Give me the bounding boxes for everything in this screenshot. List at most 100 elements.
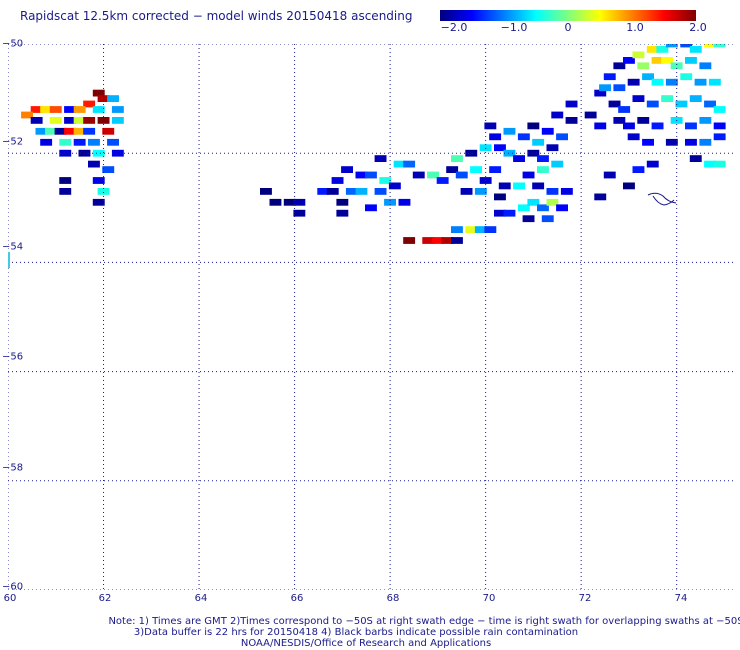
wind-cell [680, 44, 693, 48]
wind-cell [59, 177, 72, 184]
wind-cell [49, 117, 62, 124]
wind-cell [613, 84, 626, 92]
wind-cell [73, 117, 86, 124]
wind-cell [73, 138, 86, 146]
wind-cell [107, 95, 119, 102]
wind-cell [489, 133, 502, 141]
wind-cell [40, 138, 53, 146]
wind-cell [704, 100, 716, 108]
wind-cell [92, 149, 105, 157]
wind-cell [341, 166, 353, 173]
wind-cell [560, 188, 573, 195]
wind-cell [59, 188, 72, 195]
wind-cell [422, 237, 435, 244]
wind-cell [713, 160, 726, 168]
footnote-line-3: NOAA/NESDIS/Office of Research and Appli… [240, 638, 492, 649]
wind-cell [293, 209, 306, 217]
wind-cell [608, 100, 621, 108]
wind-cell [470, 166, 482, 173]
wind-cell [532, 138, 545, 146]
wind-cell [92, 106, 105, 113]
wind-cell [541, 127, 554, 135]
x-tick-label: 66 [290, 593, 304, 604]
y-tick-label: −56 [2, 351, 24, 363]
wind-cell [513, 155, 525, 162]
wind-cell [403, 237, 416, 244]
colorbar-tick-label: 1.0 [626, 21, 644, 34]
wind-cell [260, 188, 272, 195]
wind-cell [713, 44, 726, 48]
wind-cell [537, 155, 549, 162]
wind-cell [694, 78, 707, 86]
wind-cell [532, 182, 545, 190]
wind-cell [45, 127, 57, 135]
wind-cell [699, 138, 712, 146]
wind-cell [537, 166, 549, 173]
wind-cell [661, 95, 674, 102]
wind-cell [513, 182, 525, 190]
wind-cell [97, 95, 110, 102]
wind-cell [565, 100, 578, 108]
colorbar [440, 10, 696, 21]
wind-cell [627, 133, 640, 141]
wind-cell [527, 122, 540, 130]
wind-cell [556, 204, 568, 212]
map-svg [8, 44, 734, 590]
wind-cell [92, 177, 105, 184]
wind-cell [632, 166, 645, 173]
x-tick-label: 62 [98, 593, 112, 604]
wind-cell [398, 198, 411, 206]
y-tick-label: −60 [2, 581, 24, 593]
x-tick-label: 72 [578, 593, 592, 604]
wind-cell [546, 188, 559, 195]
wind-cell [293, 198, 306, 206]
wind-cell [355, 171, 368, 179]
wind-cell [474, 226, 487, 233]
wind-cell [665, 44, 678, 48]
wind-cell [646, 46, 659, 53]
wind-cell [527, 198, 540, 206]
wind-cell [546, 144, 559, 152]
wind-cell [30, 117, 43, 124]
wind-cell [102, 166, 115, 173]
wind-cell [541, 215, 554, 223]
wind-cell [623, 182, 635, 190]
wind-cell [21, 111, 33, 119]
wind-cell [632, 51, 645, 59]
wind-cell [704, 44, 716, 48]
wind-cell [97, 188, 110, 195]
wind-cell [713, 122, 726, 130]
y-tick-label: −50 [2, 38, 24, 50]
wind-cell [107, 138, 119, 146]
wind-cell [627, 78, 640, 86]
wind-cell [708, 78, 721, 86]
wind-cell [451, 155, 463, 162]
wind-cell [431, 237, 444, 244]
wind-cell [111, 117, 124, 124]
x-tick-label: 70 [482, 593, 496, 604]
wind-cell [537, 204, 549, 212]
wind-cell [465, 149, 478, 157]
y-tick-label: −54 [2, 241, 24, 253]
wind-cell [522, 171, 535, 179]
wind-cell [379, 177, 392, 184]
wind-cell [623, 57, 635, 64]
colorbar-tick-label: −1.0 [500, 21, 528, 34]
wind-cell [651, 78, 664, 86]
wind-cell [83, 117, 96, 124]
wind-cell [503, 127, 516, 135]
wind-cell [522, 215, 535, 223]
wind-cell [111, 149, 124, 157]
wind-cell [637, 62, 650, 70]
wind-cell [551, 111, 564, 119]
wind-cell [355, 188, 368, 195]
wind-cell [665, 78, 678, 86]
wind-cell [665, 138, 678, 146]
wind-cell [283, 198, 296, 206]
wind-cell [699, 117, 712, 124]
wind-cell [384, 198, 396, 206]
wind-cell [498, 182, 511, 190]
footnote-line-2: 3)Data buffer is 22 hrs for 20150418 4) … [133, 627, 579, 638]
edge-marker [8, 252, 10, 268]
wind-cell [599, 84, 611, 92]
